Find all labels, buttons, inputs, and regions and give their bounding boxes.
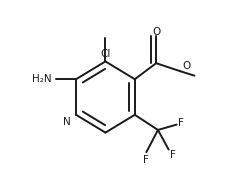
Text: O: O <box>152 27 160 37</box>
Text: F: F <box>170 150 176 160</box>
Text: F: F <box>178 118 183 128</box>
Text: H₂N: H₂N <box>32 74 52 84</box>
Text: N: N <box>63 117 71 127</box>
Text: O: O <box>183 61 191 71</box>
Text: F: F <box>143 155 148 165</box>
Text: Cl: Cl <box>100 49 111 59</box>
